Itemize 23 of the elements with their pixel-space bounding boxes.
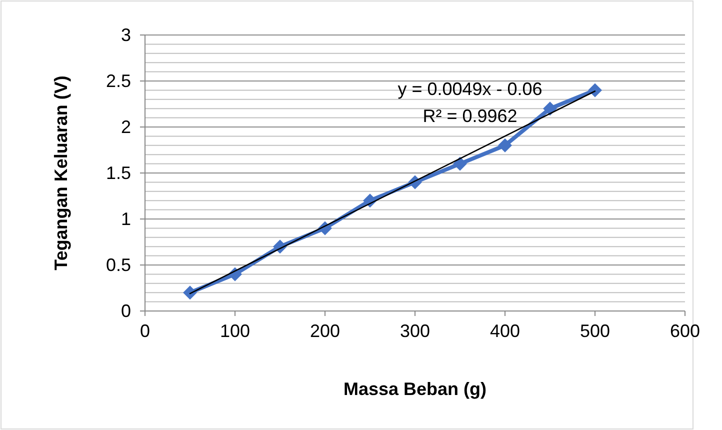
x-tick-label: 400 xyxy=(490,321,520,341)
point xyxy=(183,286,197,300)
point xyxy=(543,102,557,116)
point xyxy=(453,156,467,171)
x-tick-label: 0 xyxy=(140,321,150,341)
annotation: R² = 0.9962 xyxy=(422,106,518,126)
x-tick-label: 200 xyxy=(310,321,340,341)
x-tick-label: 300 xyxy=(400,321,430,341)
y-tick-label: 0.5 xyxy=(106,255,131,275)
y-tick-label: 1 xyxy=(120,209,131,229)
x-tick-label: 500 xyxy=(580,321,610,341)
point xyxy=(498,138,512,152)
y-tick-label: 3 xyxy=(120,25,131,45)
y-tick-label: 2.5 xyxy=(106,71,131,91)
y-tick-label: 1.5 xyxy=(106,163,131,183)
x-tick-label: 600 xyxy=(670,321,700,341)
y-axis-title: Tegangan Keluaran (V) xyxy=(51,76,71,270)
y-tick-label: 2 xyxy=(120,117,131,137)
y-tick-label: 0 xyxy=(120,301,131,321)
x-axis-title: Massa Beban (g) xyxy=(343,379,487,399)
annotation: y = 0.0049x - 0.06 xyxy=(398,79,542,99)
point xyxy=(588,83,602,98)
x-tick-label: 100 xyxy=(220,321,250,341)
